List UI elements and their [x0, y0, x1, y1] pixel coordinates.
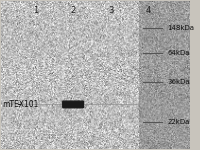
Text: 64kDa: 64kDa — [168, 50, 190, 56]
Text: 4: 4 — [146, 6, 151, 15]
Text: 2: 2 — [71, 6, 76, 15]
Text: 3: 3 — [108, 6, 114, 15]
Text: mTEX101: mTEX101 — [2, 100, 39, 109]
Text: 1: 1 — [33, 6, 38, 15]
FancyBboxPatch shape — [63, 101, 84, 108]
Text: 148kDa: 148kDa — [168, 25, 195, 31]
Text: 22kDa: 22kDa — [168, 119, 190, 125]
Text: 36kDa: 36kDa — [168, 79, 190, 85]
